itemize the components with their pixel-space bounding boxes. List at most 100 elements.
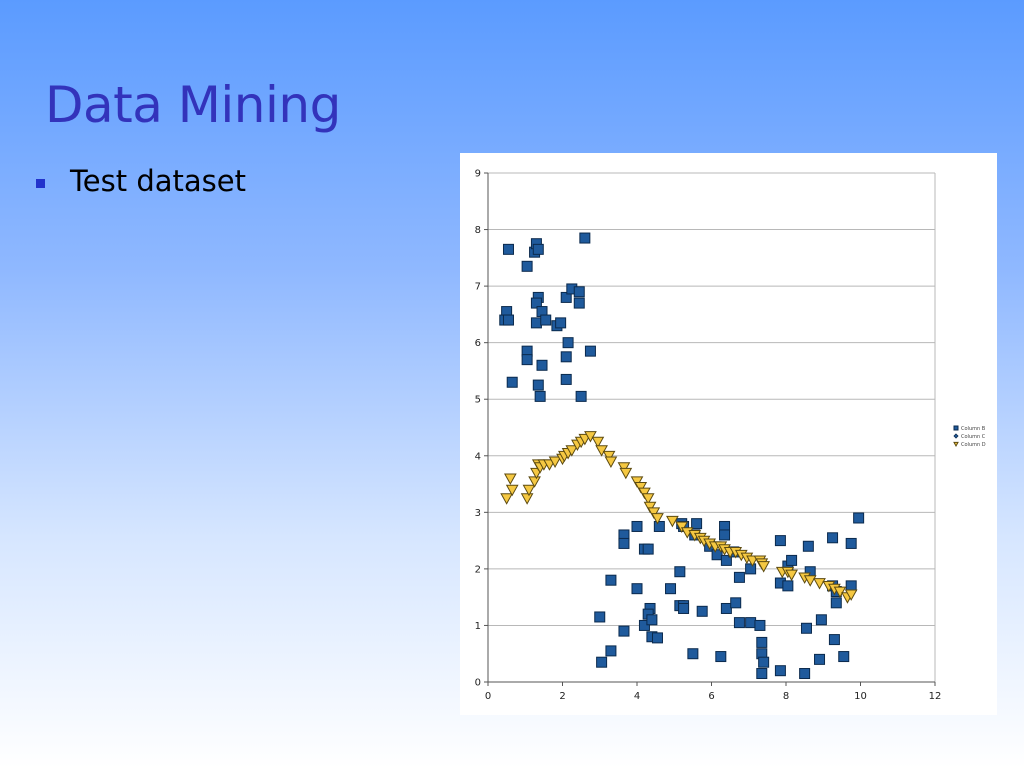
legend: Column B Column C Column D — [953, 425, 986, 448]
triangle-point — [757, 561, 770, 573]
square-point — [506, 376, 518, 388]
triangle-point — [619, 467, 633, 480]
triangle-point — [565, 445, 579, 457]
y-tick-label: 1 — [475, 621, 481, 632]
bullet-text: Test dataset — [70, 164, 246, 198]
square-point — [782, 580, 794, 592]
x-tick-label: 10 — [854, 691, 867, 702]
triangle-point — [591, 436, 605, 449]
square-point — [575, 390, 587, 402]
square-point — [696, 605, 708, 617]
square-point — [691, 518, 703, 530]
square-point — [774, 535, 786, 547]
square-point — [651, 632, 663, 644]
square-point — [573, 297, 585, 309]
chart-panel: 0 1 2 3 4 5 6 7 8 9 0 2 4 6 8 10 12 Column B Column C Colu… — [460, 153, 997, 715]
triangle-point — [604, 456, 618, 468]
legend-label: Column C — [961, 434, 986, 440]
triangle-point — [643, 501, 657, 514]
square-point — [853, 512, 865, 524]
square-point — [745, 563, 757, 575]
triangle-point — [630, 476, 644, 488]
square-point — [774, 665, 786, 677]
x-tick-label: 2 — [559, 691, 565, 702]
data-points — [499, 232, 865, 680]
square-point — [665, 583, 677, 595]
square-point — [605, 645, 617, 657]
square-point — [584, 345, 596, 357]
square-point — [618, 625, 630, 637]
square-point — [830, 597, 842, 609]
square-point — [530, 317, 542, 329]
y-tick-label: 4 — [475, 451, 481, 462]
square-point — [653, 520, 665, 532]
legend-marker-icon — [953, 441, 959, 448]
x-tick-label: 4 — [634, 691, 640, 702]
square-point — [720, 602, 732, 614]
triangle-point — [500, 493, 513, 505]
square-point — [745, 617, 757, 629]
square-point — [845, 580, 857, 592]
x-tick-label: 6 — [708, 691, 714, 702]
square-point — [754, 619, 766, 631]
square-point — [532, 379, 544, 391]
square-point — [730, 597, 742, 609]
square-point — [534, 390, 546, 402]
square-point — [828, 634, 840, 646]
y-tick-label: 7 — [475, 282, 481, 293]
square-point — [733, 571, 745, 583]
triangle-point — [666, 515, 679, 528]
triangle-point — [675, 521, 689, 534]
triangle-point — [641, 493, 655, 505]
x-tick-label: 0 — [485, 691, 491, 702]
square-point — [678, 602, 690, 614]
y-tick-label: 8 — [475, 225, 481, 236]
series-column-d — [500, 431, 858, 604]
square-point — [618, 537, 630, 549]
square-point — [674, 566, 686, 578]
triangle-point — [803, 575, 817, 587]
triangle-point — [602, 450, 616, 463]
square-point — [596, 656, 608, 668]
y-tick-label: 0 — [475, 678, 481, 689]
square-point — [720, 554, 732, 566]
square-point — [532, 243, 544, 255]
y-tick-label: 3 — [475, 508, 481, 519]
square-point — [560, 351, 572, 363]
square-point — [845, 537, 857, 549]
square-point — [502, 243, 514, 255]
triangle-point — [647, 507, 661, 519]
square-point — [573, 286, 585, 298]
square-point — [642, 543, 654, 555]
triangle-point — [785, 569, 798, 582]
square-point — [827, 532, 839, 544]
square-point — [631, 520, 643, 532]
triangle-point — [504, 473, 517, 485]
legend-marker-icon — [953, 425, 959, 431]
square-point — [799, 668, 811, 680]
square-point — [733, 617, 745, 629]
triangle-point — [505, 484, 519, 497]
bullet-square-icon — [36, 178, 45, 188]
triangle-point — [813, 578, 826, 590]
slide-title: Data Mining — [45, 76, 341, 134]
triangle-point — [746, 555, 759, 567]
square-point — [756, 668, 768, 680]
square-point — [521, 260, 533, 272]
triangle-point — [638, 487, 651, 500]
square-point — [715, 651, 727, 663]
y-tick-label: 2 — [475, 564, 481, 575]
triangle-point — [584, 431, 597, 443]
square-point — [838, 651, 850, 663]
triangle-point — [634, 481, 648, 494]
square-point — [540, 314, 552, 326]
square-point — [815, 614, 827, 626]
legend-label: Column B — [961, 426, 986, 432]
square-point — [521, 354, 533, 366]
y-tick-label: 6 — [475, 338, 481, 349]
triangle-point — [548, 456, 562, 468]
square-point — [560, 291, 572, 303]
square-point — [711, 549, 723, 561]
